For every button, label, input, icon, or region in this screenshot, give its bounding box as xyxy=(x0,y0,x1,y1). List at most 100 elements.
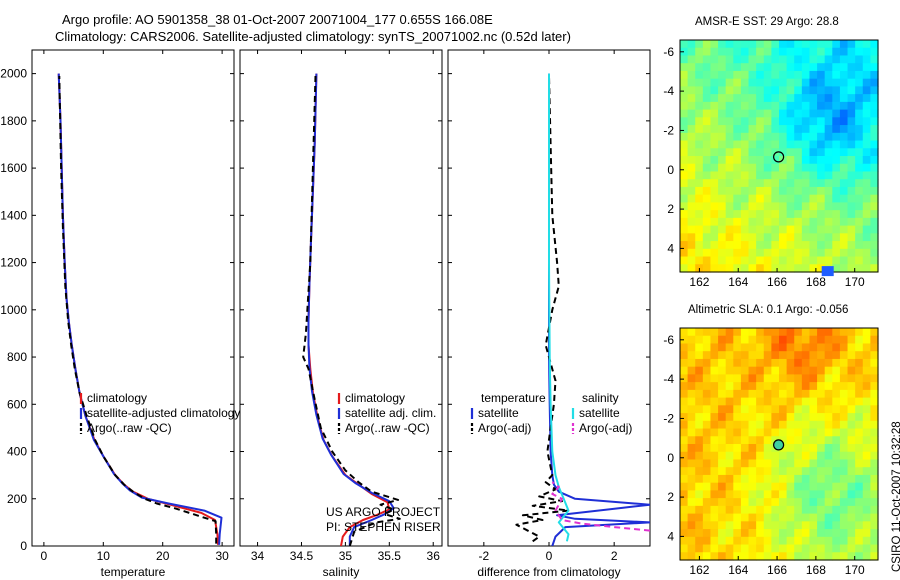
sst-cell xyxy=(801,132,811,142)
sst-cell xyxy=(756,125,765,134)
sla-cell xyxy=(839,459,849,468)
sla-cell xyxy=(855,343,864,352)
sla-cell xyxy=(870,505,879,515)
sla-ytick-label: 0 xyxy=(667,451,674,465)
sla-cell xyxy=(870,529,879,538)
sst-cell xyxy=(847,109,856,118)
sst-cell xyxy=(733,179,742,188)
sla-cell xyxy=(839,536,849,546)
sla-cell xyxy=(771,513,780,522)
sla-cell xyxy=(763,366,772,375)
sla-cell xyxy=(763,552,772,561)
sla-cell xyxy=(801,490,811,499)
sla-cell xyxy=(725,552,734,561)
sst-cell xyxy=(870,109,879,118)
sla-cell xyxy=(832,420,841,430)
sla-cell xyxy=(809,529,818,538)
sst-cell xyxy=(855,202,864,211)
sla-cell xyxy=(832,498,841,507)
sst-cell xyxy=(725,217,734,227)
sst-cell xyxy=(695,171,704,180)
sla-cell xyxy=(733,389,742,399)
sla-cell xyxy=(748,521,757,530)
sst-cell xyxy=(786,140,795,149)
sst-cell xyxy=(725,156,734,165)
sst-cell xyxy=(817,264,826,273)
sla-cell xyxy=(855,529,864,538)
sla-cell xyxy=(702,459,712,468)
sla-cell xyxy=(748,382,757,391)
sst-cell xyxy=(733,217,742,227)
sla-cell xyxy=(786,552,795,561)
sla-cell xyxy=(855,544,864,553)
sst-cell xyxy=(786,156,795,165)
sst-cell xyxy=(748,202,757,211)
difference-sal-legend-label: satellite xyxy=(579,406,620,420)
sst-cell xyxy=(702,171,712,180)
sla-cell xyxy=(771,343,780,352)
sst-cell xyxy=(695,109,704,118)
sst-cell xyxy=(786,86,795,95)
sla-cell xyxy=(786,482,795,491)
sla-cell xyxy=(771,498,780,507)
temperature-ytick-label: 1600 xyxy=(0,161,27,175)
sst-cell xyxy=(817,47,826,57)
sla-cell xyxy=(862,343,871,352)
sla-cell xyxy=(756,444,765,453)
sla-cell xyxy=(847,474,856,484)
sst-cell xyxy=(786,225,795,234)
sla-cell xyxy=(718,374,727,383)
sst-cell xyxy=(847,233,856,242)
sla-cell xyxy=(702,428,712,437)
sla-cell xyxy=(763,467,772,476)
sst-cell xyxy=(824,194,833,203)
sst-cell xyxy=(710,264,719,273)
sla-cell xyxy=(817,529,826,538)
sst-cell xyxy=(718,94,727,103)
sla-cell xyxy=(870,389,879,399)
sst-cell xyxy=(847,241,856,250)
sla-cell xyxy=(817,482,826,491)
sla-cell xyxy=(710,498,719,507)
sla-cell xyxy=(695,544,704,553)
sla-cell xyxy=(725,459,734,468)
sla-cell xyxy=(695,459,704,468)
sst-cell xyxy=(733,109,742,118)
sla-cell xyxy=(695,382,704,391)
sla-cell xyxy=(740,405,750,414)
sst-cell xyxy=(779,55,788,64)
sst-cell xyxy=(817,78,826,87)
sst-cell xyxy=(680,256,689,265)
sla-cell xyxy=(794,552,803,561)
sla-cell xyxy=(702,552,712,561)
sst-cell xyxy=(847,132,856,142)
sst-cell xyxy=(718,148,727,157)
sst-cell xyxy=(687,217,696,227)
sst-cell xyxy=(832,148,841,157)
sst-cell xyxy=(870,225,879,234)
sst-cell xyxy=(862,47,871,57)
sla-cell xyxy=(779,405,788,414)
sst-cell xyxy=(794,217,803,227)
sla-cell xyxy=(725,413,734,422)
sst-cell xyxy=(687,186,696,196)
sla-cell xyxy=(855,505,864,515)
sla-cell xyxy=(733,358,742,368)
sst-cell xyxy=(695,202,704,211)
sla-cell xyxy=(733,374,742,383)
sst-cell xyxy=(763,70,772,80)
sst-cell xyxy=(763,78,772,87)
sla-cell xyxy=(839,544,849,553)
sst-cell xyxy=(702,186,712,196)
figure-title-line1: Argo profile: AO 5901358_38 01-Oct-2007 … xyxy=(62,12,493,27)
sst-cell xyxy=(794,241,803,250)
sst-cell xyxy=(687,78,696,87)
sst-argo-marker xyxy=(773,151,785,163)
sst-cell xyxy=(809,186,818,196)
sla-cell xyxy=(794,389,803,399)
sst-cell xyxy=(733,156,742,165)
sst-cell xyxy=(824,117,833,126)
temperature-panel: 0 10 20 30temperature0200400600800100012001… xyxy=(0,49,240,579)
sst-cell xyxy=(832,264,841,273)
